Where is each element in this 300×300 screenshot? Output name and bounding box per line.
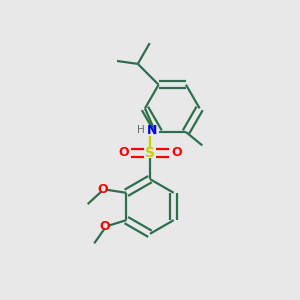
Text: H: H [136,125,144,135]
Text: O: O [118,146,129,160]
Text: O: O [98,183,108,196]
Text: O: O [171,146,182,160]
Text: O: O [100,220,110,232]
Text: S: S [145,146,155,160]
Text: N: N [147,124,157,137]
